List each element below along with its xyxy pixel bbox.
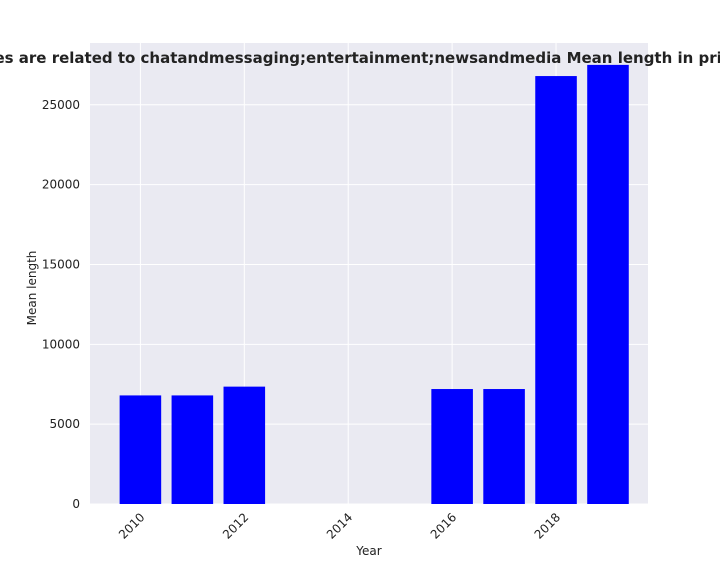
x-tick-label: 2018 (532, 510, 563, 541)
x-tick-label: 2014 (324, 510, 355, 541)
bar (119, 395, 162, 504)
y-tick-labels: 0 5000 10000 15000 20000 25000 (42, 98, 80, 511)
bar (587, 64, 629, 504)
chart-title: Categories are related to chatandmessagi… (0, 49, 720, 67)
bar (223, 386, 266, 504)
y-axis-label: Mean length (25, 251, 39, 326)
x-tick-labels: 2010 2012 2014 2016 2018 (116, 510, 563, 541)
y-tick-label: 20000 (42, 178, 80, 192)
bar (483, 389, 525, 504)
y-tick-label: 25000 (42, 98, 80, 112)
y-tick-label: 10000 (42, 337, 80, 351)
bars (119, 64, 629, 504)
x-tick-label: 2012 (220, 510, 251, 541)
x-tick-label: 2010 (116, 510, 147, 541)
bar (171, 395, 214, 504)
y-tick-label: 0 (72, 497, 80, 511)
x-tick-label: 2016 (428, 510, 459, 541)
y-tick-label: 15000 (42, 257, 80, 271)
x-axis-label: Year (355, 544, 381, 558)
y-tick-label: 5000 (49, 417, 80, 431)
bar (535, 76, 577, 504)
bar (431, 389, 473, 504)
